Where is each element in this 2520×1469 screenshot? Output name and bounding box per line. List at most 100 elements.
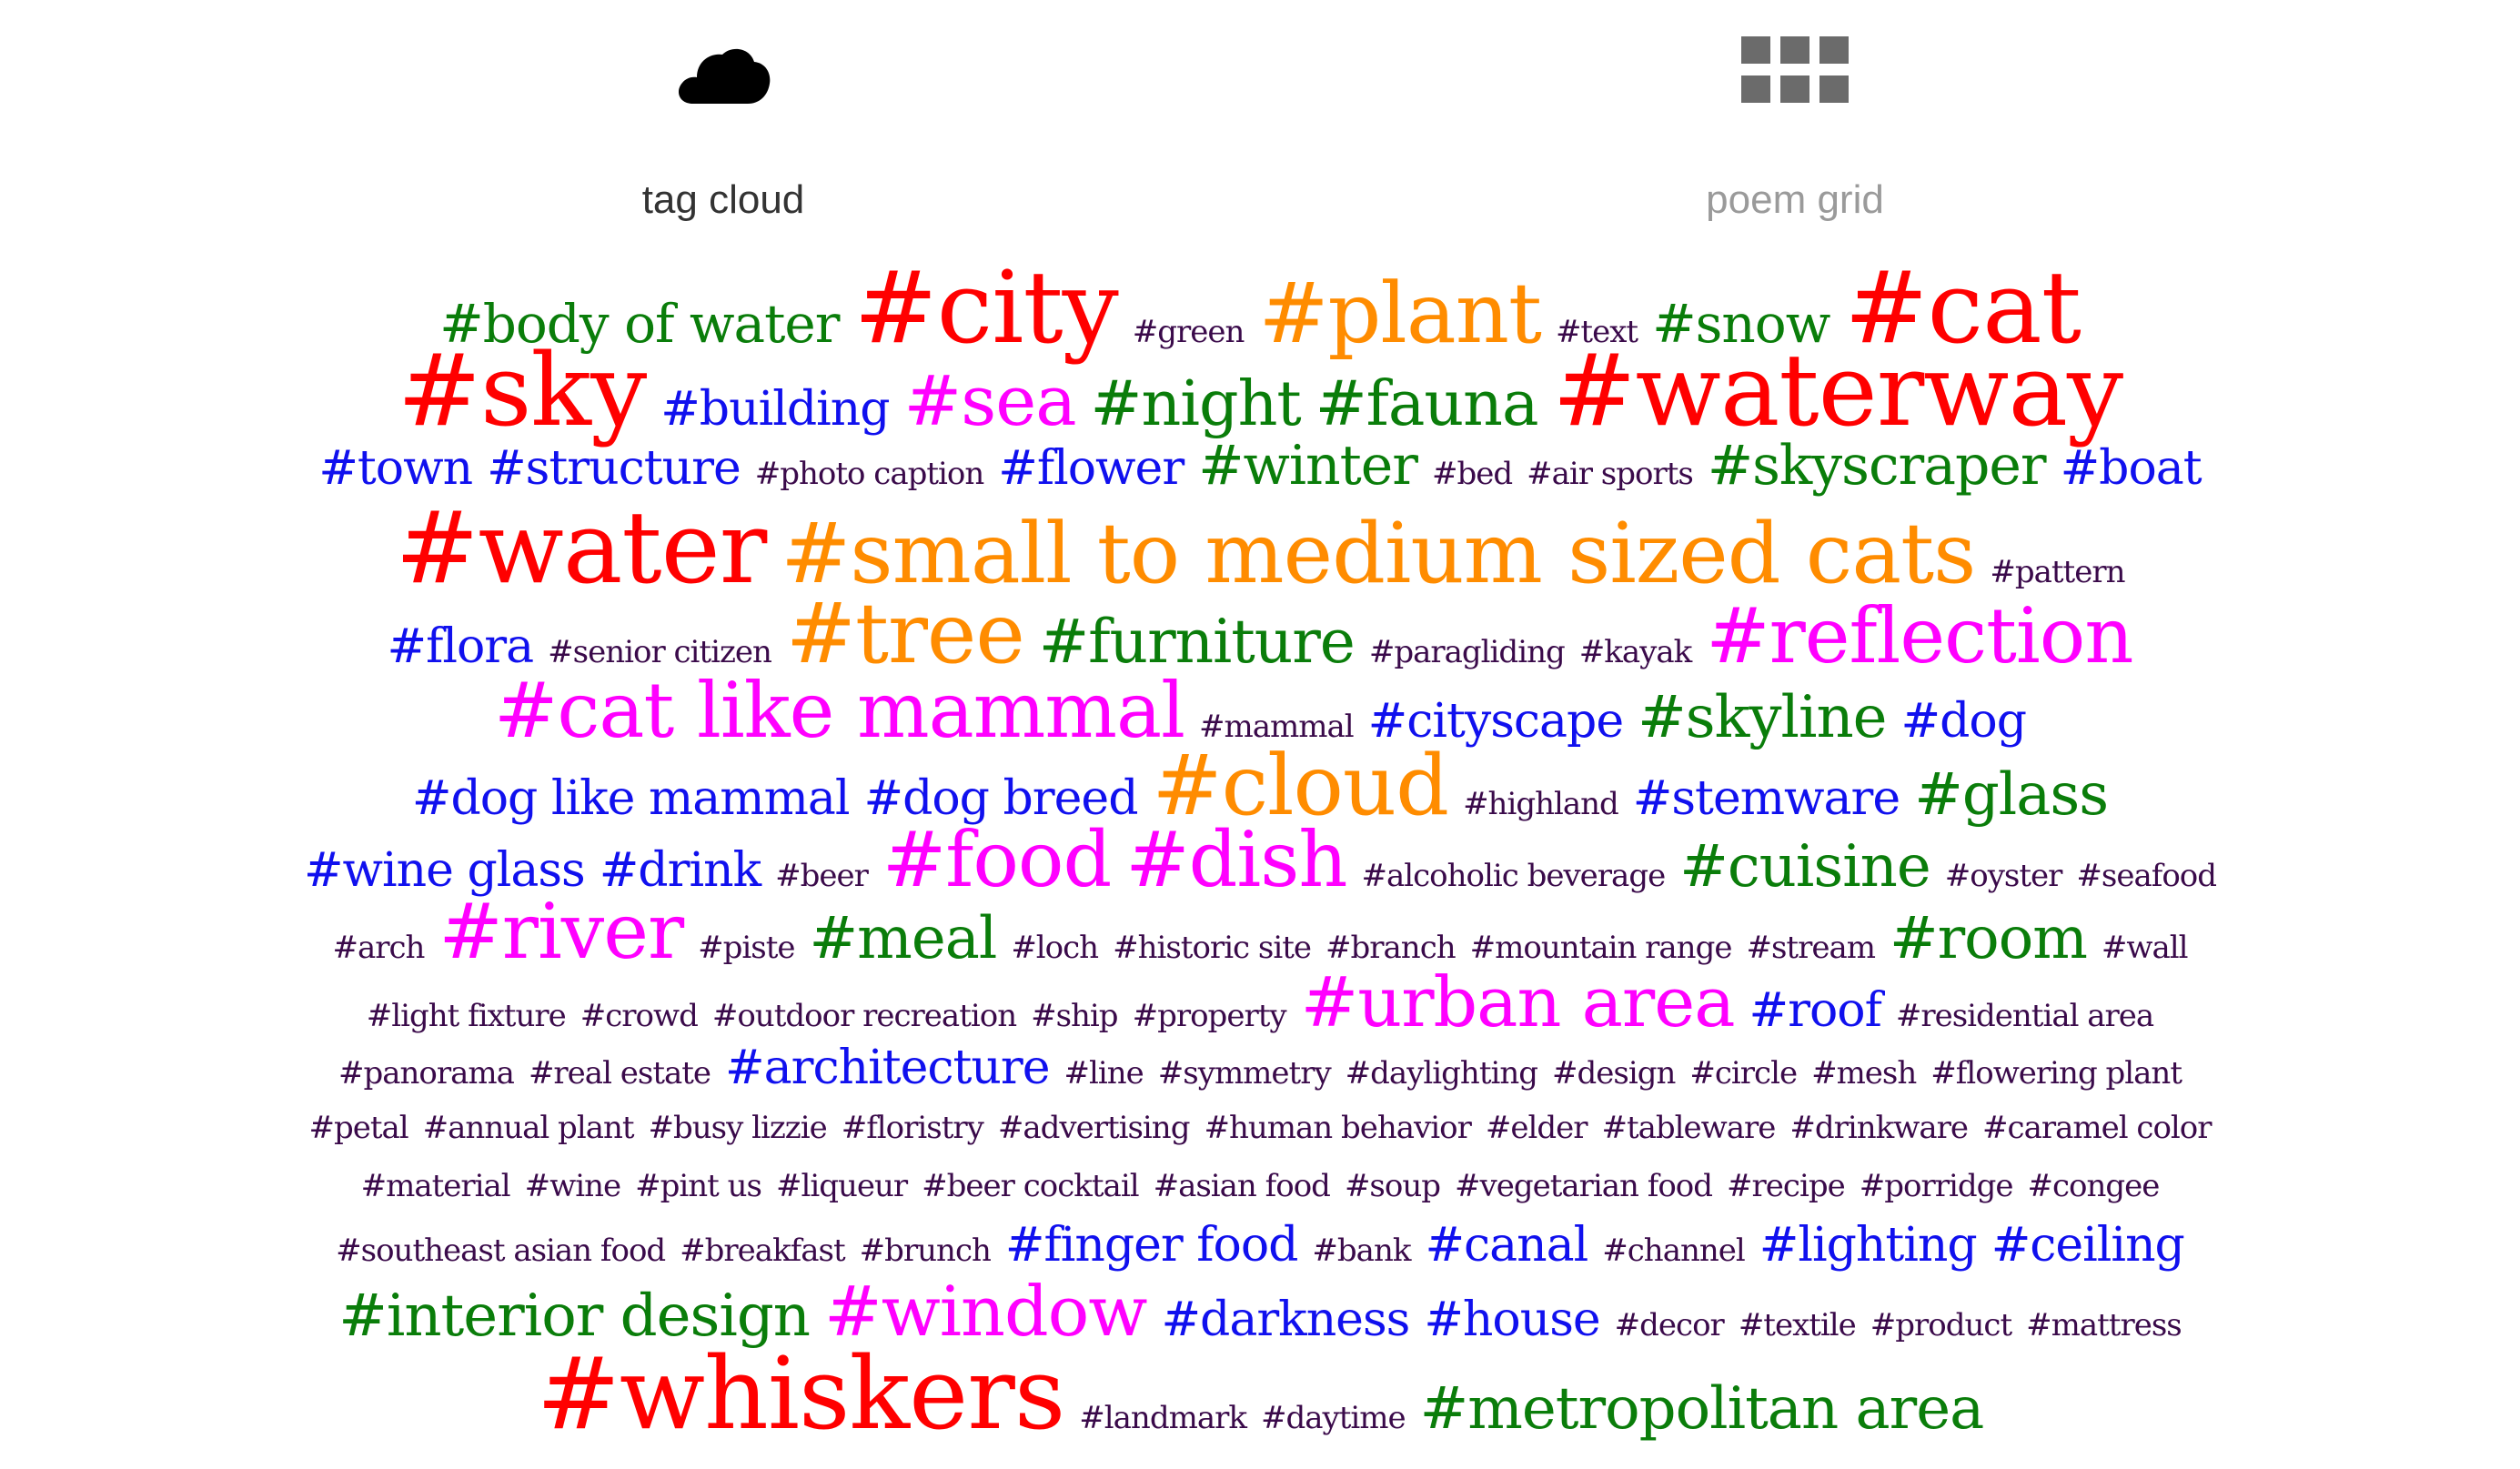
tag-link[interactable]: #pattern — [1990, 554, 2125, 590]
tag-link[interactable]: #line — [1063, 1055, 1144, 1092]
tag-link[interactable]: #kayak — [1578, 634, 1692, 670]
tag-link[interactable]: #real estate — [528, 1055, 711, 1092]
tag-link[interactable]: #porridge — [1859, 1168, 2014, 1204]
tag-link[interactable]: #ceiling — [1991, 1218, 2185, 1273]
tag-link[interactable]: #alcoholic beverage — [1361, 858, 1666, 894]
tag-link[interactable]: #waterway — [1552, 332, 2124, 448]
tag-link[interactable]: #building — [660, 382, 890, 437]
tag-link[interactable]: #beer — [775, 858, 869, 894]
tag-link[interactable]: #property — [1132, 998, 1287, 1034]
tag-link[interactable]: #cloud — [1152, 737, 1449, 834]
tag-link[interactable]: #caramel color — [1982, 1110, 2212, 1146]
tag-link[interactable]: #busy lizzie — [648, 1110, 828, 1146]
tag-link[interactable]: #vegetarian food — [1455, 1168, 1713, 1204]
tag-link[interactable]: #daylighting — [1345, 1055, 1538, 1092]
tag-link[interactable]: #wine — [524, 1168, 621, 1204]
tag-link[interactable]: #stream — [1746, 930, 1875, 966]
tag-link[interactable]: #skyscraper — [1707, 434, 2047, 498]
tag-link[interactable]: #room — [1889, 905, 2088, 972]
tag-link[interactable]: #small to medium sized cats — [781, 505, 1976, 602]
tag-link[interactable]: #urban area — [1300, 961, 1736, 1042]
tag-link[interactable]: #paragliding — [1368, 634, 1566, 670]
tag-link[interactable]: #advertising — [997, 1110, 1191, 1146]
tag-link[interactable]: #channel — [1602, 1233, 1745, 1269]
tag-link[interactable]: #canal — [1425, 1218, 1588, 1273]
tag-link[interactable]: #cat like mammal — [494, 666, 1185, 755]
tab-poem-grid[interactable]: poem grid — [1567, 36, 2022, 246]
tag-link[interactable]: #night — [1090, 368, 1302, 440]
tag-link[interactable]: #human behavior — [1204, 1110, 1471, 1146]
tag-link[interactable]: #circle — [1689, 1055, 1798, 1092]
tag-link[interactable]: #meal — [809, 905, 998, 972]
tag-link[interactable]: #roof — [1749, 983, 1882, 1038]
tag-link[interactable]: #loch — [1011, 930, 1099, 966]
tag-link[interactable]: #river — [438, 887, 684, 976]
tag-link[interactable]: #finger food — [1004, 1218, 1299, 1273]
tag-link[interactable]: #daytime — [1260, 1400, 1406, 1436]
tag-link[interactable]: #snow — [1652, 293, 1830, 355]
tag-link[interactable]: #product — [1870, 1307, 2012, 1343]
tag-link[interactable]: #mattress — [2026, 1307, 2182, 1343]
tag-link[interactable]: #architecture — [725, 1041, 1050, 1095]
tag-link[interactable]: #mesh — [1811, 1055, 1917, 1092]
tag-link[interactable]: #beer cocktail — [922, 1168, 1139, 1204]
tag-link[interactable]: #material — [360, 1168, 511, 1204]
tag-link[interactable]: #text — [1555, 314, 1638, 350]
tag-link[interactable]: #wall — [2101, 930, 2189, 966]
tag-link[interactable]: #liqueur — [776, 1168, 908, 1204]
tag-link[interactable]: #design — [1552, 1055, 1676, 1092]
tag-link[interactable]: #sky — [397, 332, 647, 448]
tag-link[interactable]: #mammal — [1199, 709, 1355, 745]
tag-link[interactable]: #recipe — [1727, 1168, 1846, 1204]
tag-link[interactable]: #water — [395, 489, 768, 606]
tag-link[interactable]: #drinkware — [1789, 1110, 1969, 1146]
tag-link[interactable]: #ship — [1031, 998, 1118, 1034]
tag-link[interactable]: #bank — [1312, 1233, 1411, 1269]
tag-link[interactable]: #city — [853, 249, 1118, 366]
tag-link[interactable]: #mountain range — [1469, 930, 1733, 966]
tag-link[interactable]: #cat — [1844, 249, 2082, 366]
tag-link[interactable]: #soup — [1344, 1168, 1441, 1204]
tag-link[interactable]: #darkness — [1161, 1293, 1410, 1347]
tag-link[interactable]: #tree — [785, 585, 1025, 682]
tag-link[interactable]: #flower — [998, 441, 1184, 496]
tag-link[interactable]: #crowd — [580, 998, 699, 1034]
tag-link[interactable]: #dog breed — [863, 771, 1139, 826]
tag-link[interactable]: #cityscape — [1367, 694, 1624, 749]
tag-link[interactable]: #elder — [1485, 1110, 1588, 1146]
tag-link[interactable]: #arch — [332, 930, 425, 966]
tag-link[interactable]: #whiskers — [536, 1335, 1066, 1452]
tag-link[interactable]: #pint us — [635, 1168, 762, 1204]
tag-link[interactable]: #symmetry — [1157, 1055, 1332, 1092]
tag-link[interactable]: #residential area — [1895, 998, 2154, 1034]
tag-link[interactable]: #petal — [308, 1110, 408, 1146]
tag-link[interactable]: #winter — [1198, 434, 1418, 498]
tag-link[interactable]: #plant — [1258, 265, 1541, 362]
tag-link[interactable]: #furniture — [1038, 607, 1356, 677]
tag-link[interactable]: #asian food — [1153, 1168, 1331, 1204]
tag-link[interactable]: #photo caption — [754, 456, 985, 492]
tag-link[interactable]: #lighting — [1759, 1218, 1978, 1273]
tag-link[interactable]: #green — [1132, 314, 1245, 350]
tag-link[interactable]: #panorama — [338, 1055, 515, 1092]
tag-link[interactable]: #structure — [487, 441, 741, 496]
tag-link[interactable]: #metropolitan area — [1419, 1375, 1985, 1443]
tag-link[interactable]: #outdoor recreation — [711, 998, 1017, 1034]
tag-link[interactable]: #piste — [698, 930, 795, 966]
tag-link[interactable]: #flora — [387, 619, 535, 674]
tag-link[interactable]: #bed — [1431, 456, 1513, 492]
tag-link[interactable]: #textile — [1738, 1307, 1857, 1343]
tag-link[interactable]: #reflection — [1706, 591, 2133, 680]
tag-link[interactable]: #highland — [1463, 786, 1619, 822]
tag-link[interactable]: #dog like mammal — [411, 771, 851, 826]
tag-link[interactable]: #stemware — [1632, 771, 1900, 826]
tag-link[interactable]: #air sports — [1527, 456, 1694, 492]
tag-link[interactable]: #senior citizen — [548, 634, 772, 670]
tag-link[interactable]: #food — [882, 815, 1112, 904]
tag-link[interactable]: #decor — [1614, 1307, 1725, 1343]
tag-link[interactable]: #boat — [2060, 441, 2202, 496]
tag-link[interactable]: #brunch — [859, 1233, 992, 1269]
tag-link[interactable]: #fauna — [1315, 368, 1539, 440]
tag-link[interactable]: #dog — [1900, 694, 2027, 749]
tag-link[interactable]: #interior design — [338, 1283, 811, 1350]
